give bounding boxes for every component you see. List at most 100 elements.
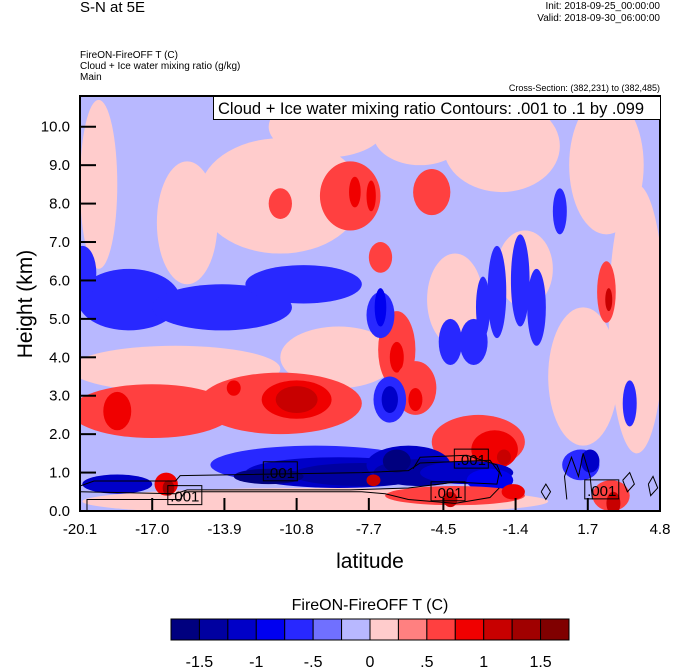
x-tick-label: -10.8 (280, 521, 314, 538)
field-label-temperature: FireON-FireOFF T (C) (80, 50, 178, 61)
x-tick-label: -7.7 (356, 521, 382, 538)
x-tick-label: 4.8 (650, 521, 671, 538)
field-region (80, 99, 118, 269)
cloud-contour-line (540, 483, 552, 501)
colorbar-tick-label: .5 (420, 654, 433, 668)
colorbar-box (170, 618, 200, 641)
x-tick-label: -20.1 (63, 521, 97, 538)
contour-label-box (262, 461, 298, 482)
field-region (580, 449, 600, 473)
cloud-contour-line (563, 453, 593, 500)
field-label-cloud: Cloud + Ice water mixing ratio (g/kg) (80, 61, 241, 72)
field-region (527, 268, 546, 346)
field-region (82, 474, 153, 494)
cloud-contour-line (412, 454, 503, 477)
field-region (408, 388, 423, 412)
x-tick-label: -1.4 (503, 521, 529, 538)
y-tick-label: 4.0 (49, 349, 70, 366)
field-region (466, 468, 514, 492)
contour-label-box (584, 479, 620, 500)
init-time: Init: 2018-09-25_00:00:00 (545, 1, 660, 12)
field-region (606, 491, 621, 511)
colorbar-box (312, 618, 343, 641)
cloud-contour-line (86, 487, 500, 511)
field-region (381, 386, 398, 414)
field-region (475, 276, 490, 339)
cloud-contour-line (622, 471, 635, 493)
field-region (103, 391, 132, 431)
field-region (80, 245, 97, 300)
field-region (275, 386, 318, 414)
y-tick-label: 10.0 (41, 119, 70, 136)
field-region (605, 288, 613, 312)
field-region (487, 245, 507, 339)
y-tick-label: 0.0 (49, 503, 70, 520)
field-region (233, 468, 304, 485)
colorbar-box (198, 618, 229, 641)
field-region (382, 449, 411, 473)
field-region (548, 307, 619, 446)
contour-label: .001 (457, 452, 486, 469)
field-region (496, 449, 511, 465)
field-region (552, 188, 567, 235)
field-region (80, 268, 181, 331)
x-tick-label: -13.9 (207, 521, 241, 538)
field-region (501, 484, 525, 500)
colorbar-tick-label: -1 (249, 654, 263, 668)
colorbar-box (284, 618, 314, 641)
colorbar-tick-label: 1 (479, 654, 488, 668)
field-region (162, 480, 175, 496)
y-axis-label: Height (km) (14, 249, 37, 359)
y-tick-label: 8.0 (49, 196, 70, 213)
colorbar-box (540, 618, 570, 641)
contour-info-box: Cloud + Ice water mixing ratio Contours:… (213, 96, 661, 120)
colorbar-title: FireON-FireOFF T (C) (291, 597, 449, 614)
field-region (374, 288, 387, 327)
field-region (438, 318, 463, 365)
field-region (622, 380, 637, 427)
x-tick-label: -17.0 (135, 521, 169, 538)
colorbar-box (369, 618, 399, 641)
field-region (413, 169, 451, 216)
colorbar-box (341, 618, 371, 641)
cloud-contour-line (647, 475, 659, 497)
colorbar-box (426, 618, 456, 641)
y-tick-label: 7.0 (49, 234, 70, 251)
colorbar-tick-label: 1.5 (529, 654, 551, 668)
plot-title: S-N at 5E (80, 0, 146, 16)
field-region (366, 474, 381, 487)
field-region (268, 188, 292, 219)
contour-label-box (453, 448, 489, 469)
contour-label-box (430, 481, 466, 502)
field-region (226, 380, 241, 396)
field-region (389, 341, 404, 373)
x-tick-label: -4.5 (430, 521, 456, 538)
field-region (443, 99, 560, 193)
y-tick-label: 3.0 (49, 388, 70, 405)
colorbar-box (397, 618, 428, 641)
colorbar-box (255, 618, 286, 641)
colorbar-tick-label: 0 (366, 654, 375, 668)
y-tick-label: 2.0 (49, 426, 70, 443)
cloud-contours (80, 453, 659, 511)
cross-section-label: Cross-Section: (382,231) to (382,485) (508, 83, 660, 93)
y-tick-label: 6.0 (49, 272, 70, 289)
cloud-contour-line (80, 459, 500, 495)
field-region (608, 184, 660, 454)
field-region (245, 265, 362, 304)
x-axis-label: latitude (336, 550, 404, 573)
colorbar-tick-label: -1.5 (186, 654, 214, 668)
colorbar-box (511, 618, 542, 641)
colorbar-box (227, 618, 257, 641)
colorbar: -1.5 -1 -.5 0 .5 1 1.5 (170, 618, 570, 668)
y-tick-label: 1.0 (49, 465, 70, 482)
colorbar-tick-label: -.5 (304, 654, 323, 668)
field-region (280, 326, 397, 389)
temperature-field (80, 96, 660, 511)
valid-time: Valid: 2018-09-30_06:00:00 (537, 13, 660, 24)
field-region (368, 242, 393, 273)
colorbar-box (483, 618, 513, 641)
field-region (366, 180, 376, 212)
contour-label: .001 (170, 489, 199, 506)
